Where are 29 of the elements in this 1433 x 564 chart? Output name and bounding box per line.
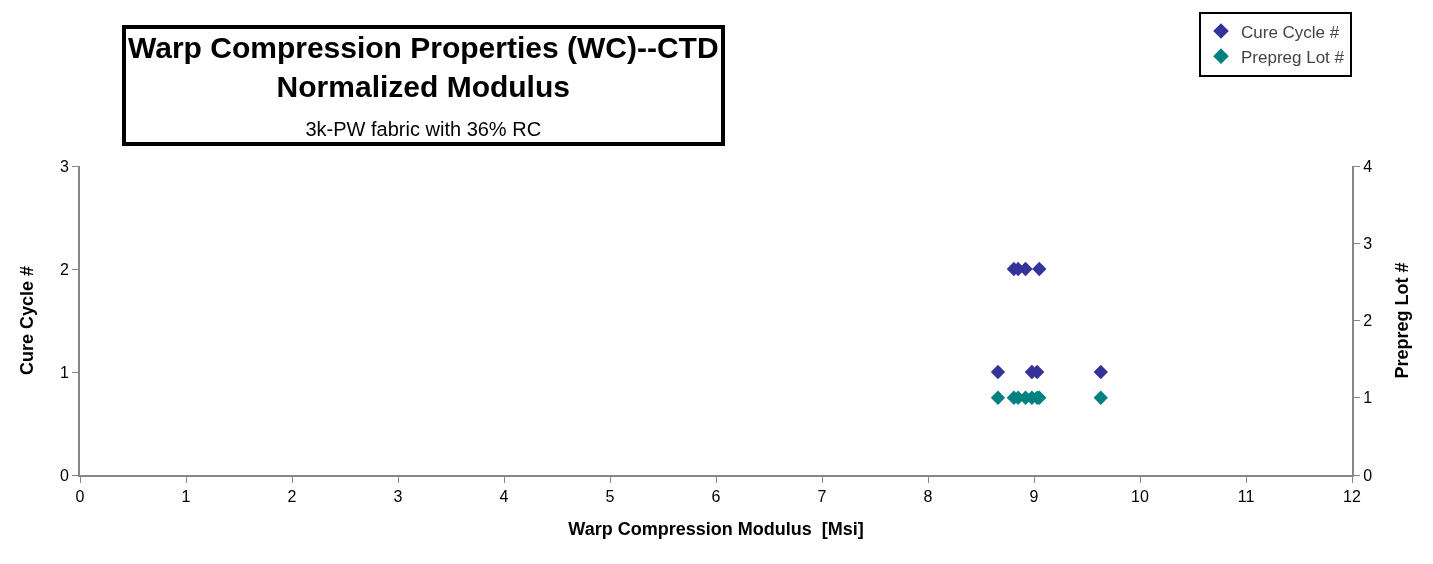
y2-tick-label: 2 [1363, 312, 1373, 330]
y-tick-label: 3 [59, 157, 69, 175]
y2-axis-title: Prepreg Lot # [1392, 262, 1412, 379]
legend-label: Prepreg Lot # [1241, 47, 1345, 67]
y-tick-label: 1 [59, 363, 69, 381]
x-tick-label: 11 [1237, 488, 1255, 506]
x-tick-label: 3 [393, 488, 403, 506]
x-tick-label: 8 [923, 488, 933, 506]
legend-label: Cure Cycle # [1241, 22, 1340, 42]
x-tick-label: 2 [287, 488, 297, 506]
x-tick-label: 10 [1131, 488, 1149, 506]
y-axis-title: Cure Cycle # [17, 265, 37, 376]
x-tick-label: 6 [711, 488, 721, 506]
y2-tick-label: 1 [1363, 389, 1373, 407]
x-tick-label: 1 [181, 488, 191, 506]
y2-tick-label: 3 [1363, 234, 1373, 252]
y-tick-label: 0 [59, 466, 69, 484]
x-tick-label: 0 [75, 488, 85, 506]
chart-title: Warp Compression Properties (WC)--CTD Normalized Modulus [128, 31, 719, 103]
chart-subtitle: 3k-PW fabric with 36% RC [305, 118, 542, 140]
x-tick-label: 12 [1343, 488, 1361, 506]
y2-tick-label: 4 [1363, 157, 1373, 175]
x-tick-label: 4 [499, 488, 509, 506]
x-tick-label: 9 [1029, 488, 1039, 506]
x-tick-label: 7 [817, 488, 827, 506]
x-tick-label: 5 [605, 488, 615, 506]
x-axis-title: Warp Compression Modulus [Msi] [568, 518, 864, 539]
y2-tick-label: 0 [1363, 466, 1373, 484]
y-tick-label: 2 [59, 260, 69, 278]
